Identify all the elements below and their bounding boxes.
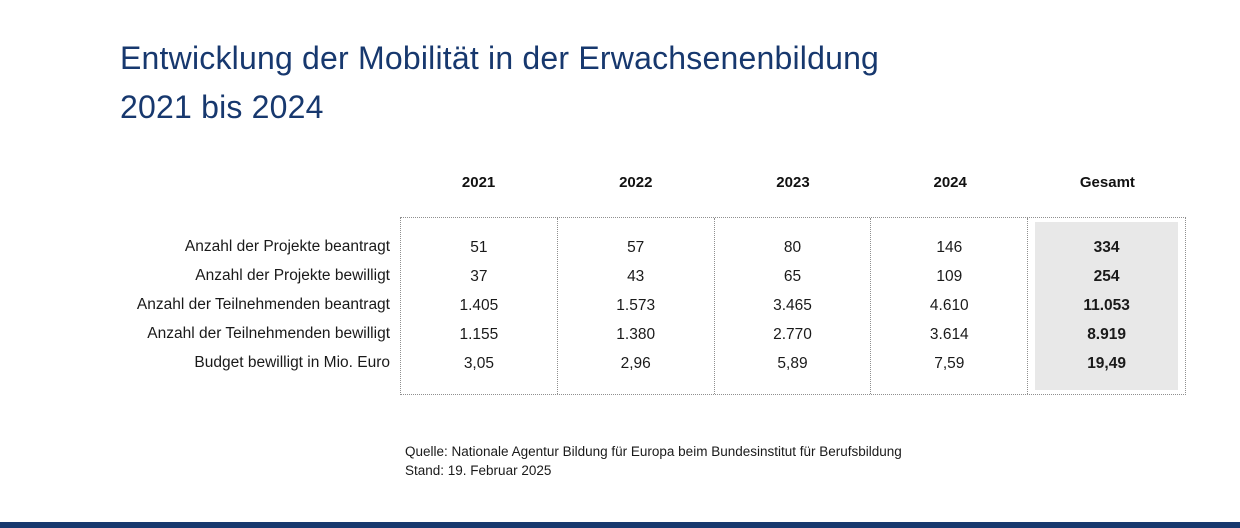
table-cell-total: 8.919: [1087, 326, 1126, 343]
row-label: Anzahl der Projekte beantragt: [184, 238, 390, 255]
table-cell-total: 334: [1093, 239, 1120, 256]
page-title-line2: 2021 bis 2024: [120, 89, 324, 125]
data-table: 51 37 1.405 1.155 3,05 57 43 1.573 1.380…: [400, 217, 1186, 395]
table-cell: 5,89: [777, 355, 808, 372]
table-cell: 43: [627, 268, 645, 285]
table-cell: 2.770: [773, 326, 812, 343]
table-cell: 3.465: [773, 297, 812, 314]
table-cell: 3.614: [929, 326, 969, 343]
row-label: Anzahl der Teilnehmenden beantragt: [136, 296, 390, 313]
column-header-2021: 2021: [461, 174, 496, 191]
table-cell-total: 11.053: [1083, 297, 1130, 314]
column-header-2023: 2023: [776, 174, 810, 191]
column-header-gesamt: Gesamt: [1079, 174, 1135, 191]
table-cell-total: 254: [1093, 268, 1120, 285]
page-title-line1: Entwicklung der Mobilität in der Erwachs…: [120, 40, 880, 76]
table-cell: 57: [627, 239, 645, 256]
footer-accent-bar: [0, 522, 1240, 528]
table-cell: 3,05: [463, 355, 494, 372]
table-column-2024: 146 109 4.610 3.614 7,59: [871, 218, 1029, 394]
table-cell: 51: [470, 239, 488, 256]
table-row-labels: Anzahl der Projekte beantragt Anzahl der…: [0, 217, 390, 377]
row-label: Anzahl der Teilnehmenden bewilligt: [147, 325, 390, 342]
table-column-2023: 80 65 3.465 2.770 5,89: [715, 218, 872, 394]
table-cell-total: 19,49: [1087, 355, 1126, 372]
table-column-headers: 2021 2022 2023 2024 Gesamt: [400, 174, 1186, 191]
table-cell: 1.405: [459, 297, 499, 314]
gesamt-highlight-background: [1035, 222, 1178, 390]
source-note: Quelle: Nationale Agentur Bildung für Eu…: [405, 444, 902, 459]
footer-note: Quelle: Nationale Agentur Bildung für Eu…: [405, 442, 902, 480]
table-cell: 1.380: [616, 326, 656, 343]
page-title: Entwicklung der Mobilität in der Erwachs…: [120, 34, 879, 132]
column-header-2022: 2022: [619, 174, 653, 191]
row-label: Budget bewilligt in Mio. Euro: [194, 354, 390, 371]
table-cell: 37: [470, 268, 488, 285]
row-label: Anzahl der Projekte bewilligt: [195, 267, 390, 284]
table-cell: 109: [936, 268, 963, 285]
table-cell: 146: [936, 239, 963, 256]
table-cell: 65: [783, 268, 802, 285]
table-column-2022: 57 43 1.573 1.380 2,96: [558, 218, 715, 394]
table-cell: 7,59: [934, 355, 965, 372]
table-column-2021: 51 37 1.405 1.155 3,05: [401, 218, 558, 394]
table-cell: 4.610: [929, 297, 969, 314]
status-date: Stand: 19. Februar 2025: [405, 463, 552, 478]
table-cell: 1.573: [616, 297, 656, 314]
table-cell: 80: [783, 239, 802, 256]
column-header-2024: 2024: [933, 174, 967, 191]
table-cell: 2,96: [620, 355, 651, 372]
table-cell: 1.155: [459, 326, 499, 343]
table-column-gesamt: 334 254 11.053 8.919 19,49: [1028, 218, 1185, 394]
